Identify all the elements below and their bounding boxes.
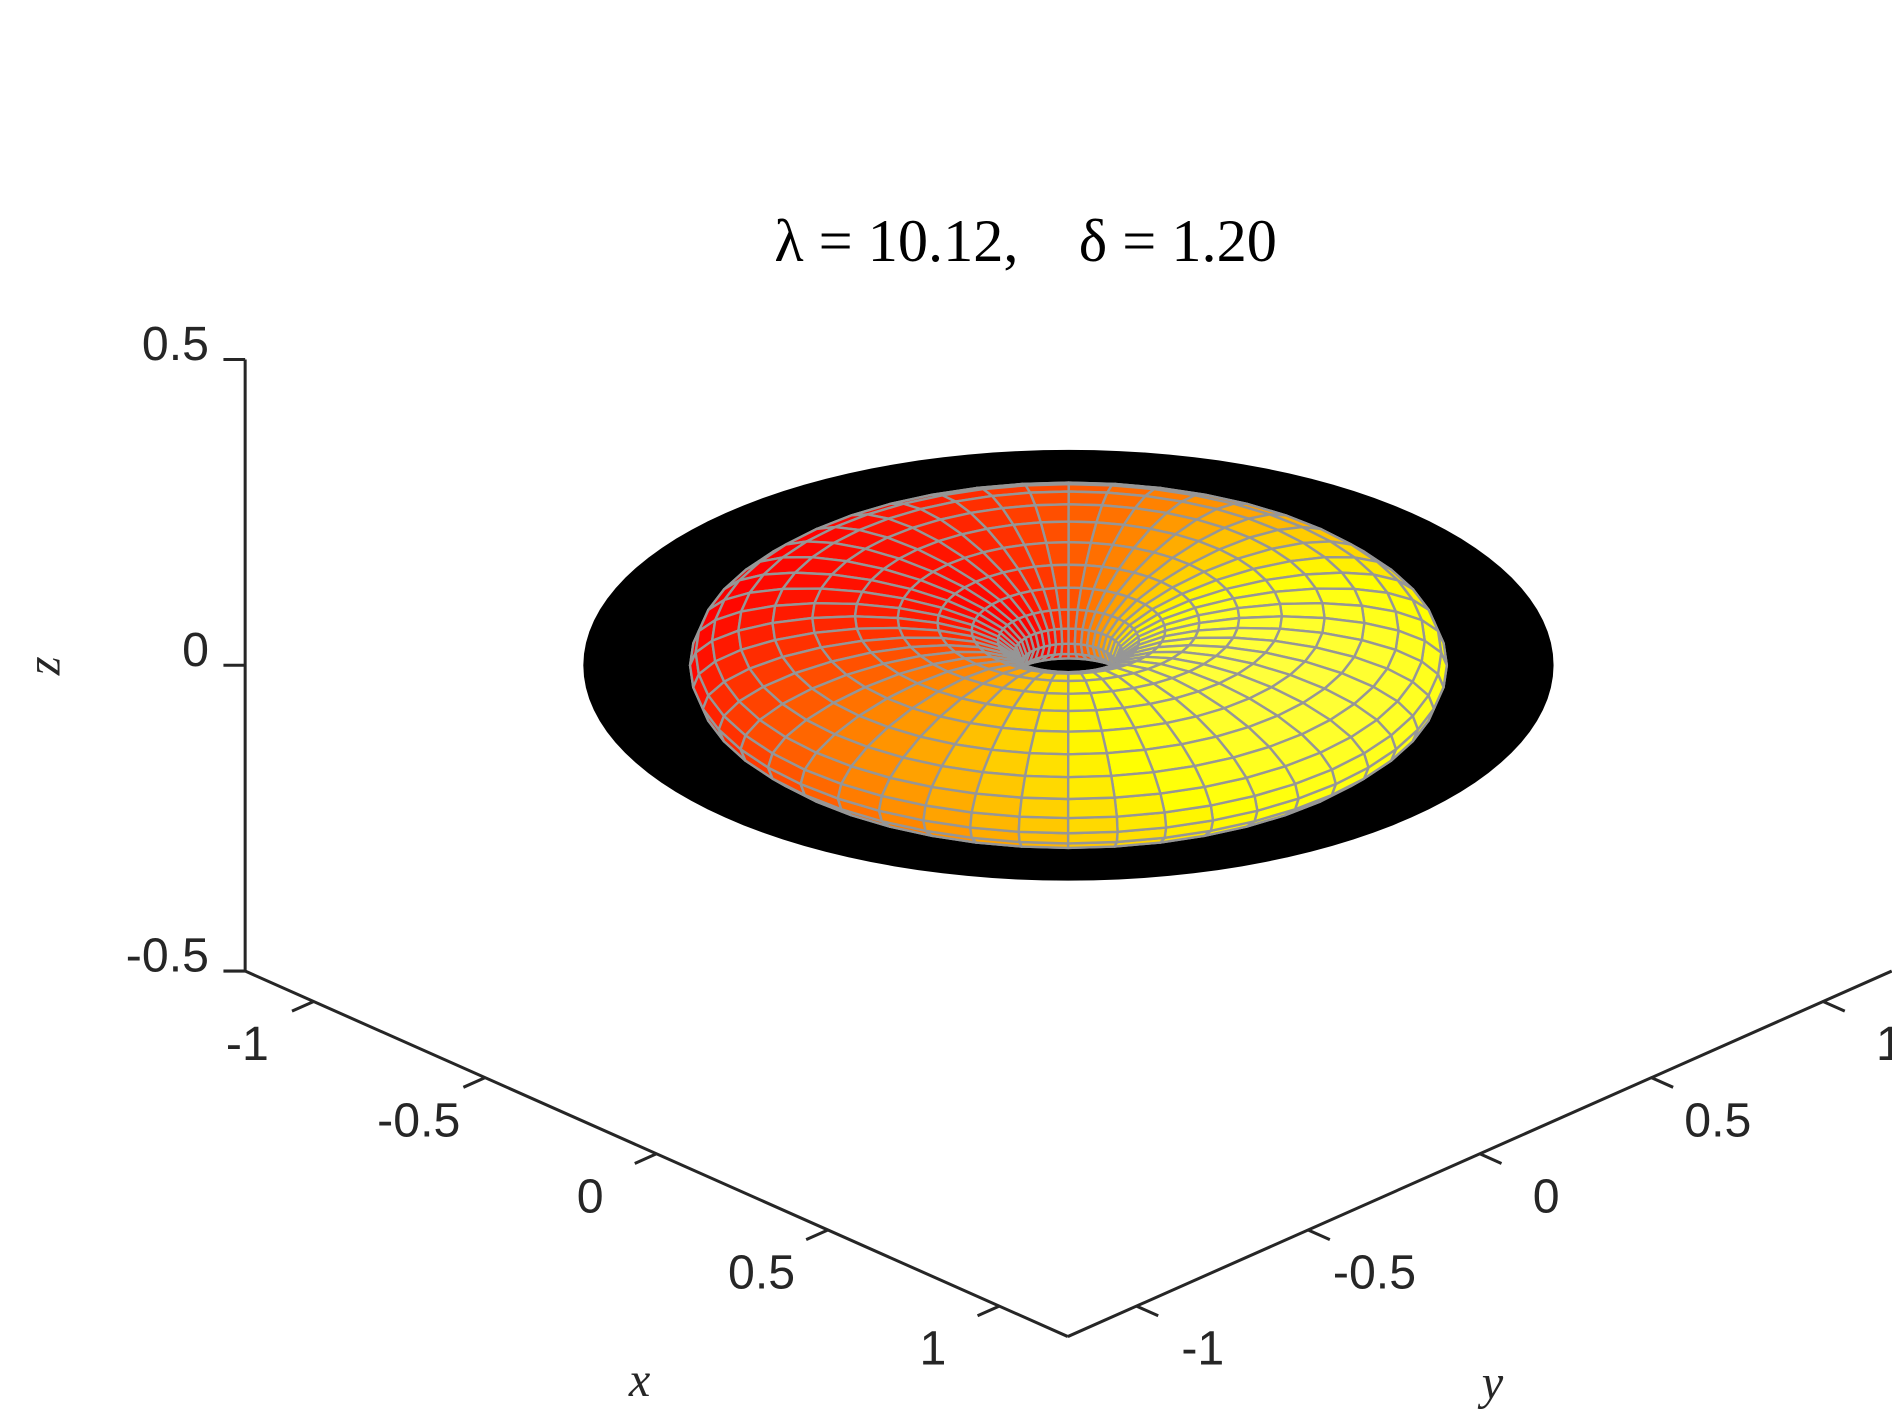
x-tick-label: -1 xyxy=(226,1017,269,1071)
surface-patch xyxy=(974,771,1027,799)
z-axis-label: z xyxy=(18,656,71,676)
surface-patch xyxy=(1066,751,1113,779)
y-axis-label: y xyxy=(1477,1356,1504,1409)
surface-patch xyxy=(1110,771,1162,799)
surface-patch xyxy=(1066,815,1119,835)
x-tick xyxy=(634,1152,658,1165)
surface-patch xyxy=(1193,626,1239,640)
x-tick xyxy=(976,1304,1000,1318)
surface-patch xyxy=(1066,774,1116,801)
surface-patch xyxy=(1273,587,1324,606)
z-tick-label: -0.5 xyxy=(126,929,209,983)
x-tick-label: 0.5 xyxy=(728,1246,795,1300)
x-tick xyxy=(291,1000,315,1013)
surface-patch xyxy=(1020,774,1070,801)
y-tick xyxy=(1307,1228,1331,1241)
surface-patch xyxy=(813,587,864,606)
y-tick-label: 1 xyxy=(1876,1017,1892,1071)
surface-patch xyxy=(1018,796,1070,820)
surface-patch xyxy=(1023,751,1070,779)
surface-patch xyxy=(1067,490,1109,507)
surface-patch xyxy=(1039,691,1070,713)
surface-patch xyxy=(1028,490,1070,507)
z-tick-label: 0 xyxy=(182,623,209,677)
y-tick xyxy=(1479,1152,1503,1165)
surface-patch xyxy=(1017,815,1070,835)
surface-patch xyxy=(1067,709,1103,733)
y-tick xyxy=(1822,1000,1846,1013)
x-tick-label: 1 xyxy=(920,1322,947,1376)
y-tick-label: -1 xyxy=(1181,1322,1224,1376)
y-tick xyxy=(1650,1076,1674,1089)
surface xyxy=(583,449,1554,881)
chart-title: λ = 10.12, δ = 1.20 xyxy=(774,208,1277,275)
surface-patch xyxy=(1066,796,1119,820)
surface-patch xyxy=(1028,729,1070,756)
surface-patch xyxy=(1067,679,1092,696)
y-tick xyxy=(1135,1304,1159,1318)
surface-patch xyxy=(1033,709,1070,733)
surface-patch xyxy=(1067,691,1098,713)
x-tick xyxy=(805,1228,829,1241)
z-tick-label: 0.5 xyxy=(142,317,209,371)
surface-patch xyxy=(1044,679,1070,696)
surface-patch xyxy=(897,626,944,640)
x-tick-label: -0.5 xyxy=(377,1093,460,1147)
x-tick-label: 0 xyxy=(577,1169,604,1223)
surface-patch xyxy=(1067,729,1109,756)
y-tick-label: 0.5 xyxy=(1684,1093,1751,1147)
y-tick-label: -0.5 xyxy=(1333,1246,1416,1300)
x-axis-label: x xyxy=(628,1354,651,1407)
x-tick xyxy=(462,1076,486,1089)
y-tick-label: 0 xyxy=(1533,1169,1560,1223)
